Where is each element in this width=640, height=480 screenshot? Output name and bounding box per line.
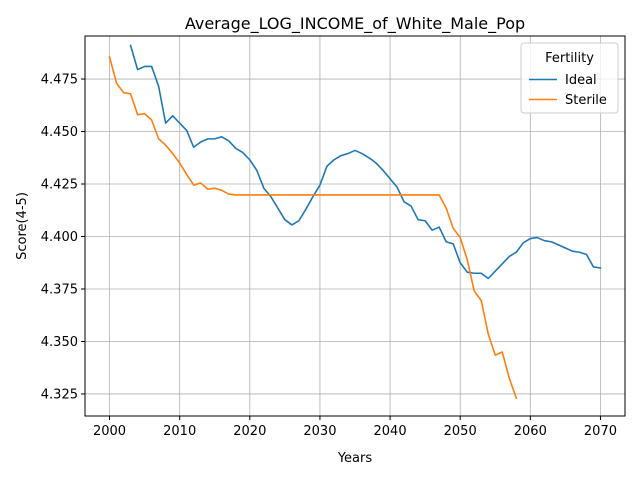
legend-label-ideal: Ideal xyxy=(565,73,597,88)
y-tick-label: 4.325 xyxy=(41,387,78,402)
series-line-sterile xyxy=(108,56,518,400)
x-tick-label: 2020 xyxy=(233,424,266,439)
series-lines xyxy=(108,44,602,400)
y-axis-title: Score(4-5) xyxy=(15,192,30,260)
x-axis-title: Years xyxy=(337,451,373,466)
y-tick-label: 4.375 xyxy=(41,282,78,297)
x-tick-label: 2010 xyxy=(163,424,196,439)
x-tick-label: 2000 xyxy=(93,424,126,439)
plot-frame xyxy=(84,35,626,417)
y-tick-label: 4.475 xyxy=(41,73,78,88)
x-tick-label: 2060 xyxy=(514,424,547,439)
x-axis-ticks: 2000 2010 2020 2030 2040 2050 2060 2070 xyxy=(93,416,617,439)
y-tick-label: 4.425 xyxy=(41,178,78,193)
legend-items: Ideal Sterile xyxy=(529,73,607,108)
y-tick-label: 4.400 xyxy=(41,230,78,245)
y-tick-label: 4.350 xyxy=(41,335,78,350)
legend-title: Fertility xyxy=(545,51,594,66)
x-tick-label: 2030 xyxy=(303,424,336,439)
y-tick-label: 4.450 xyxy=(41,125,78,140)
chart-title: Average_LOG_INCOME_of_White_Male_Pop xyxy=(185,14,525,34)
legend-box xyxy=(520,42,619,114)
x-tick-label: 2050 xyxy=(444,424,477,439)
y-axis-ticks: 4.325 4.350 4.375 4.400 4.425 4.450 4.475 xyxy=(41,73,85,402)
x-tick-label: 2040 xyxy=(374,424,407,439)
legend: Fertility Ideal Sterile xyxy=(520,42,619,114)
legend-label-sterile: Sterile xyxy=(565,93,607,108)
series-line-ideal xyxy=(129,44,602,280)
x-tick-label: 2070 xyxy=(584,424,617,439)
